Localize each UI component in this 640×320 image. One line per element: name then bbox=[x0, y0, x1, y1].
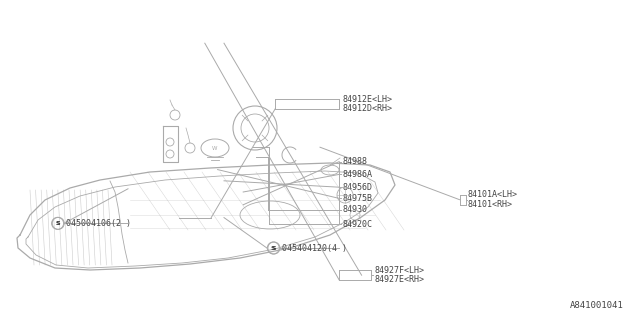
Text: 84956D: 84956D bbox=[342, 183, 372, 192]
Text: 84975B: 84975B bbox=[342, 194, 372, 203]
Text: W: W bbox=[212, 146, 218, 150]
Text: 045404120(4 ): 045404120(4 ) bbox=[282, 244, 347, 252]
Text: 84101A<LH>: 84101A<LH> bbox=[467, 190, 517, 199]
Text: 84986A: 84986A bbox=[342, 170, 372, 179]
Text: 84912E<LH>: 84912E<LH> bbox=[342, 95, 392, 104]
Text: 84912D<RH>: 84912D<RH> bbox=[342, 104, 392, 113]
Text: 045004106(2 ): 045004106(2 ) bbox=[66, 219, 131, 228]
Text: 84930: 84930 bbox=[342, 205, 367, 214]
Text: 84101<RH>: 84101<RH> bbox=[467, 200, 512, 209]
Text: S: S bbox=[271, 245, 276, 251]
Text: S: S bbox=[56, 221, 61, 226]
Text: 84927E<RH>: 84927E<RH> bbox=[374, 276, 424, 284]
Text: 84920C: 84920C bbox=[342, 220, 372, 228]
Text: 84927F<LH>: 84927F<LH> bbox=[374, 266, 424, 275]
Text: 84988: 84988 bbox=[342, 157, 367, 166]
Text: S: S bbox=[271, 245, 276, 251]
Text: S: S bbox=[55, 221, 60, 226]
Text: A841001041: A841001041 bbox=[570, 301, 624, 310]
